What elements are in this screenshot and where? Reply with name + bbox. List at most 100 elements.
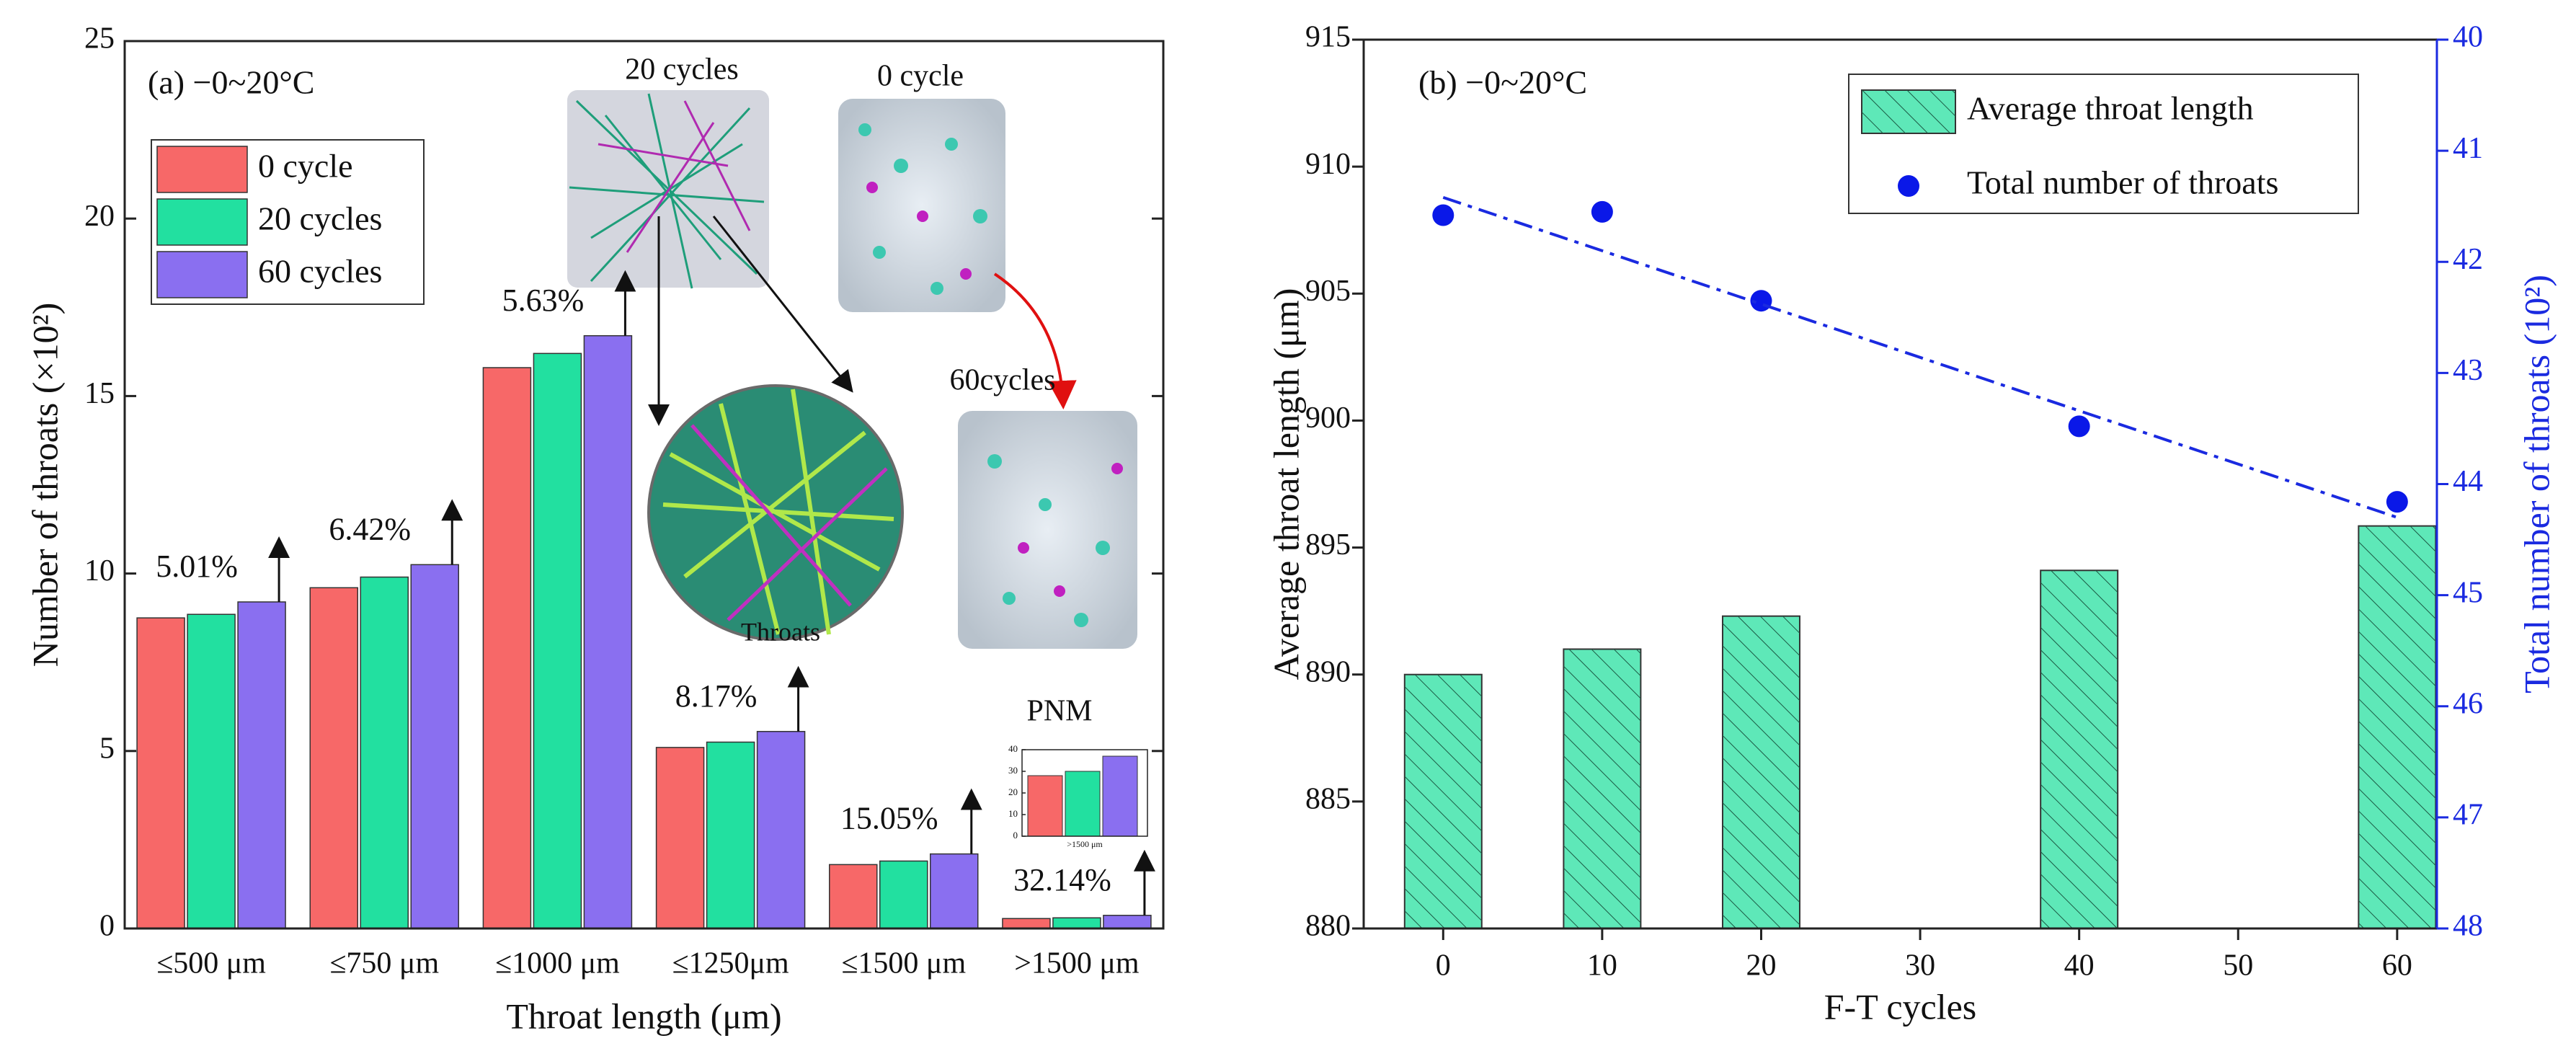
inset-bar bbox=[1065, 771, 1101, 837]
legend-swatch bbox=[156, 146, 248, 193]
y2-axis-title: Total number of throats (10²) bbox=[2516, 275, 2557, 693]
inset-bar bbox=[1027, 775, 1063, 837]
image-label: 0 cycle bbox=[877, 60, 964, 93]
inset-category: >1500 μm bbox=[1067, 839, 1103, 849]
x-tick-label: 10 bbox=[1587, 949, 1617, 983]
x-tick-label: 40 bbox=[2064, 949, 2095, 983]
y-tick-label: 880 bbox=[1305, 910, 1351, 943]
pnm-images bbox=[567, 90, 1137, 649]
legend-swatch bbox=[156, 251, 248, 298]
x-tick-label: ≤1500 μm bbox=[841, 947, 966, 980]
bar-hatch bbox=[1722, 616, 1800, 928]
bar bbox=[187, 613, 236, 929]
bar bbox=[1052, 917, 1101, 929]
annotation: 5.63% bbox=[502, 283, 585, 318]
annotation: 8.17% bbox=[675, 678, 758, 714]
bar-hatch bbox=[1404, 674, 1482, 928]
image-label: 20 cycles bbox=[625, 53, 738, 87]
y-tick-label: 0 bbox=[99, 910, 115, 943]
inset-bar bbox=[1102, 755, 1138, 837]
x-tick-label: ≤500 μm bbox=[156, 947, 266, 980]
y2-tick-label: 47 bbox=[2453, 799, 2483, 832]
y-tick-label: 915 bbox=[1305, 21, 1351, 54]
y-tick-label: 5 bbox=[99, 732, 115, 765]
legend-label: Average throat length bbox=[1967, 90, 2254, 127]
legend-swatch bbox=[156, 198, 248, 246]
fit-line bbox=[1442, 195, 2398, 519]
x-tick-label: ≤750 μm bbox=[329, 947, 439, 980]
bar bbox=[410, 564, 459, 929]
y-tick-label: 885 bbox=[1305, 782, 1351, 815]
x-tick-label: ≤1000 μm bbox=[495, 947, 620, 980]
bar bbox=[482, 367, 532, 929]
y-tick-label: 15 bbox=[84, 377, 115, 410]
point bbox=[1432, 204, 1454, 226]
image-label: Throats bbox=[741, 617, 820, 646]
annotation: 32.14% bbox=[1013, 862, 1111, 897]
y-tick-label: 890 bbox=[1305, 655, 1351, 688]
bar-hatch bbox=[1563, 649, 1641, 928]
point bbox=[2386, 491, 2408, 513]
legend-label: Total number of throats bbox=[1967, 164, 2278, 201]
y2-tick-label: 43 bbox=[2453, 354, 2483, 387]
image-label: 60cycles bbox=[950, 364, 1056, 397]
annotation: 6.42% bbox=[329, 511, 411, 546]
chart-title: (b) −0~20°C bbox=[1418, 64, 1587, 101]
bar bbox=[655, 747, 705, 929]
bar bbox=[879, 860, 928, 929]
bar bbox=[309, 587, 358, 929]
inset-frame bbox=[1021, 749, 1148, 837]
y2-tick-label: 42 bbox=[2453, 243, 2483, 276]
bar bbox=[756, 730, 806, 929]
y-tick-label: 25 bbox=[84, 22, 115, 56]
inset-title: PNM bbox=[1026, 695, 1092, 728]
y-tick-label: 10 bbox=[84, 554, 115, 588]
x-tick-label: 50 bbox=[2223, 949, 2253, 983]
legend-label: 60 cycles bbox=[258, 253, 382, 290]
plot-frame bbox=[123, 40, 1165, 930]
bar bbox=[583, 334, 633, 929]
bar bbox=[706, 741, 755, 929]
inset-tick-label: 30 bbox=[1008, 765, 1018, 776]
legend-label: 0 cycle bbox=[258, 148, 353, 185]
inset-tick-label: 40 bbox=[1008, 743, 1018, 754]
x-tick-label: 60 bbox=[2382, 949, 2412, 983]
legend-hatch bbox=[1862, 90, 1955, 133]
chart-title: (a) −0~20°C bbox=[148, 64, 314, 101]
y-tick-label: 895 bbox=[1305, 528, 1351, 562]
y-axis-title: Number of throats (×10²) bbox=[25, 303, 65, 668]
bar-hatch bbox=[2358, 526, 2436, 928]
y2-tick-label: 41 bbox=[2453, 132, 2483, 165]
bar bbox=[930, 853, 979, 929]
x-axis-title: F-T cycles bbox=[1824, 986, 1977, 1027]
y-tick-label: 20 bbox=[84, 200, 115, 233]
bar bbox=[360, 576, 409, 929]
y-tick-label: 900 bbox=[1305, 402, 1351, 435]
y-tick-label: 910 bbox=[1305, 148, 1351, 181]
x-tick-label: >1500 μm bbox=[1014, 947, 1140, 980]
y2-tick-label: 44 bbox=[2453, 465, 2483, 498]
point bbox=[1591, 200, 1613, 223]
bar bbox=[136, 617, 185, 929]
inset-tick-label: 0 bbox=[1013, 830, 1018, 841]
y-axis-title: Average throat length (μm) bbox=[1266, 288, 1306, 680]
bar bbox=[829, 864, 878, 929]
bar bbox=[237, 601, 286, 929]
bar bbox=[1103, 915, 1152, 929]
bar bbox=[533, 353, 582, 929]
bar bbox=[1002, 918, 1051, 929]
inset-tick-label: 10 bbox=[1008, 808, 1018, 819]
x-tick-label: 0 bbox=[1436, 949, 1451, 983]
legend-marker bbox=[1898, 175, 1919, 197]
point bbox=[2068, 415, 2090, 438]
inset-tick-label: 20 bbox=[1008, 786, 1018, 797]
annotation: 15.05% bbox=[840, 801, 938, 836]
annotation: 5.01% bbox=[156, 549, 238, 584]
x-tick-label: 20 bbox=[1746, 949, 1776, 983]
x-axis-title: Throat length (μm) bbox=[506, 996, 781, 1036]
y2-tick-label: 45 bbox=[2453, 576, 2483, 609]
y-tick-label: 905 bbox=[1305, 275, 1351, 308]
y2-tick-label: 48 bbox=[2453, 910, 2483, 943]
y2-tick-label: 40 bbox=[2453, 21, 2483, 54]
